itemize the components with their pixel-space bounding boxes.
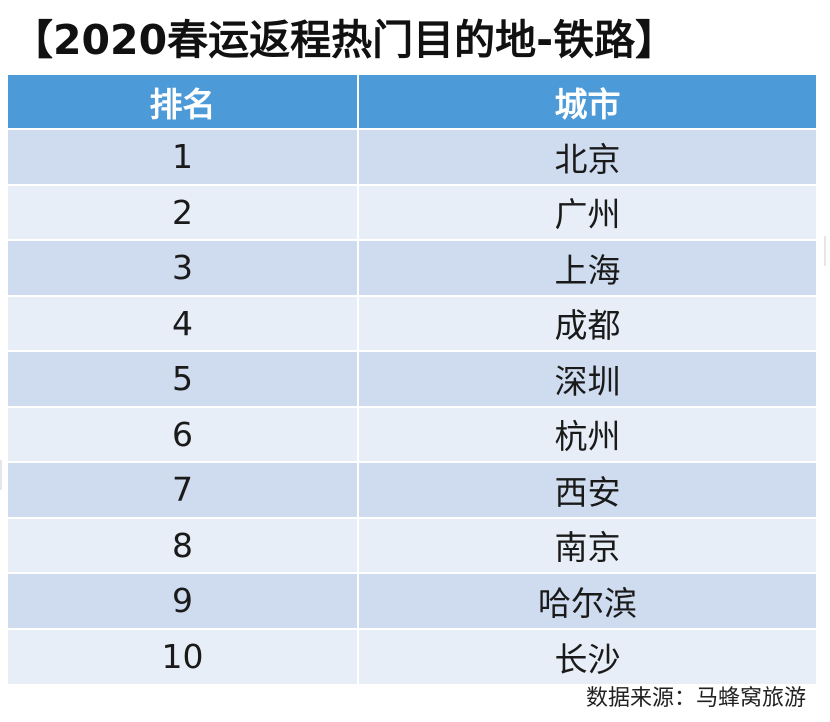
rank-cell: 6 <box>8 405 359 462</box>
rank-cell: 10 <box>8 627 359 684</box>
rank-cell: 4 <box>8 294 359 351</box>
table-row: 7 西安 <box>8 461 816 518</box>
source-note: 数据来源：马蜂窝旅游 <box>585 686 806 711</box>
city-column-header: 城市 <box>358 75 816 129</box>
rank-cell: 2 <box>8 183 359 240</box>
table-header-row: 排名 城市 <box>8 75 816 129</box>
table-row: 8 南京 <box>8 516 816 573</box>
city-cell: 深圳 <box>358 350 816 407</box>
table-row: 3 上海 <box>8 239 816 296</box>
table-row: 4 成都 <box>8 294 816 351</box>
rank-cell: 8 <box>8 516 359 573</box>
city-cell: 长沙 <box>358 627 816 684</box>
table-row: 9 哈尔滨 <box>8 572 816 629</box>
table-row: 10 长沙 <box>8 627 816 684</box>
city-cell: 南京 <box>358 516 816 573</box>
page-title: 【2020春运返程热门目的地-铁路】 <box>12 16 677 64</box>
rank-column-header: 排名 <box>8 75 359 129</box>
rank-cell: 1 <box>8 128 359 185</box>
city-cell: 上海 <box>358 239 816 296</box>
city-cell: 北京 <box>358 128 816 185</box>
rank-cell: 3 <box>8 239 359 296</box>
table-row: 6 杭州 <box>8 405 816 462</box>
city-cell: 哈尔滨 <box>358 572 816 629</box>
rank-cell: 7 <box>8 461 359 518</box>
city-cell: 成都 <box>358 294 816 351</box>
city-cell: 广州 <box>358 183 816 240</box>
table-row: 2 广州 <box>8 183 816 240</box>
table-row: 1 北京 <box>8 128 816 185</box>
faint-divider-mark <box>824 236 826 266</box>
ranking-table: 排名 城市 1 北京 2 广州 3 上海 4 成都 5 深圳 <box>8 75 816 684</box>
city-cell: 西安 <box>358 461 816 518</box>
table-row: 5 深圳 <box>8 350 816 407</box>
faint-divider-mark <box>0 460 2 490</box>
rank-cell: 5 <box>8 350 359 407</box>
rank-cell: 9 <box>8 572 359 629</box>
city-cell: 杭州 <box>358 405 816 462</box>
